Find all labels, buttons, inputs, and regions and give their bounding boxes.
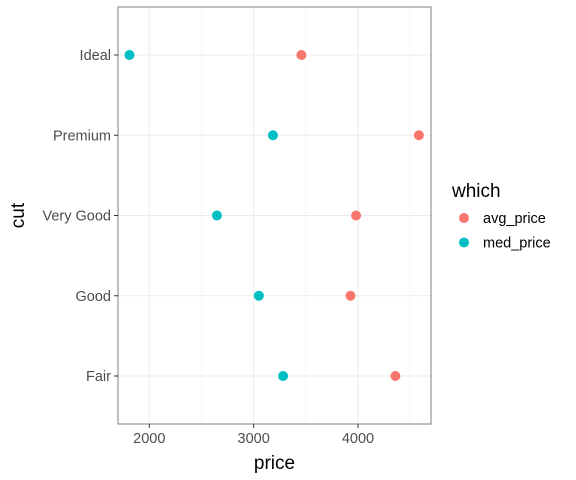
y-axis: Ideal Premium Very Good Good Fair <box>42 48 118 385</box>
x-axis-title: price <box>254 453 295 474</box>
point-med_price-premium <box>267 130 278 141</box>
legend-label-avg_price: avg_price <box>483 211 546 227</box>
point-med_price-very-good <box>211 210 222 221</box>
legend-title: which <box>451 181 501 202</box>
legend-key-avg_price <box>459 213 469 223</box>
point-avg_price-ideal <box>296 50 307 60</box>
data-points <box>124 50 424 381</box>
grid <box>118 7 431 424</box>
point-med_price-ideal <box>124 50 135 60</box>
y-tick-label: Fair <box>86 369 111 385</box>
y-tick-label: Premium <box>53 128 111 144</box>
legend-key-med_price <box>459 237 469 248</box>
y-axis-title: cut <box>8 202 29 228</box>
point-med_price-good <box>253 290 264 301</box>
legend-label-med_price: med_price <box>483 236 551 252</box>
point-avg_price-fair <box>390 371 401 381</box>
point-avg_price-very-good <box>351 210 362 221</box>
x-tick-label: 2000 <box>133 431 165 447</box>
y-tick-label: Very Good <box>42 209 111 225</box>
point-med_price-fair <box>278 371 289 381</box>
point-avg_price-premium <box>413 130 424 141</box>
y-tick-label: Ideal <box>80 48 111 64</box>
point-avg_price-good <box>345 290 356 301</box>
x-tick-label: 4000 <box>342 431 374 447</box>
legend: which avg_price med_price <box>451 181 551 252</box>
x-tick-label: 3000 <box>238 431 270 447</box>
x-axis: 2000 3000 4000 <box>133 424 374 447</box>
y-tick-label: Good <box>76 289 111 305</box>
